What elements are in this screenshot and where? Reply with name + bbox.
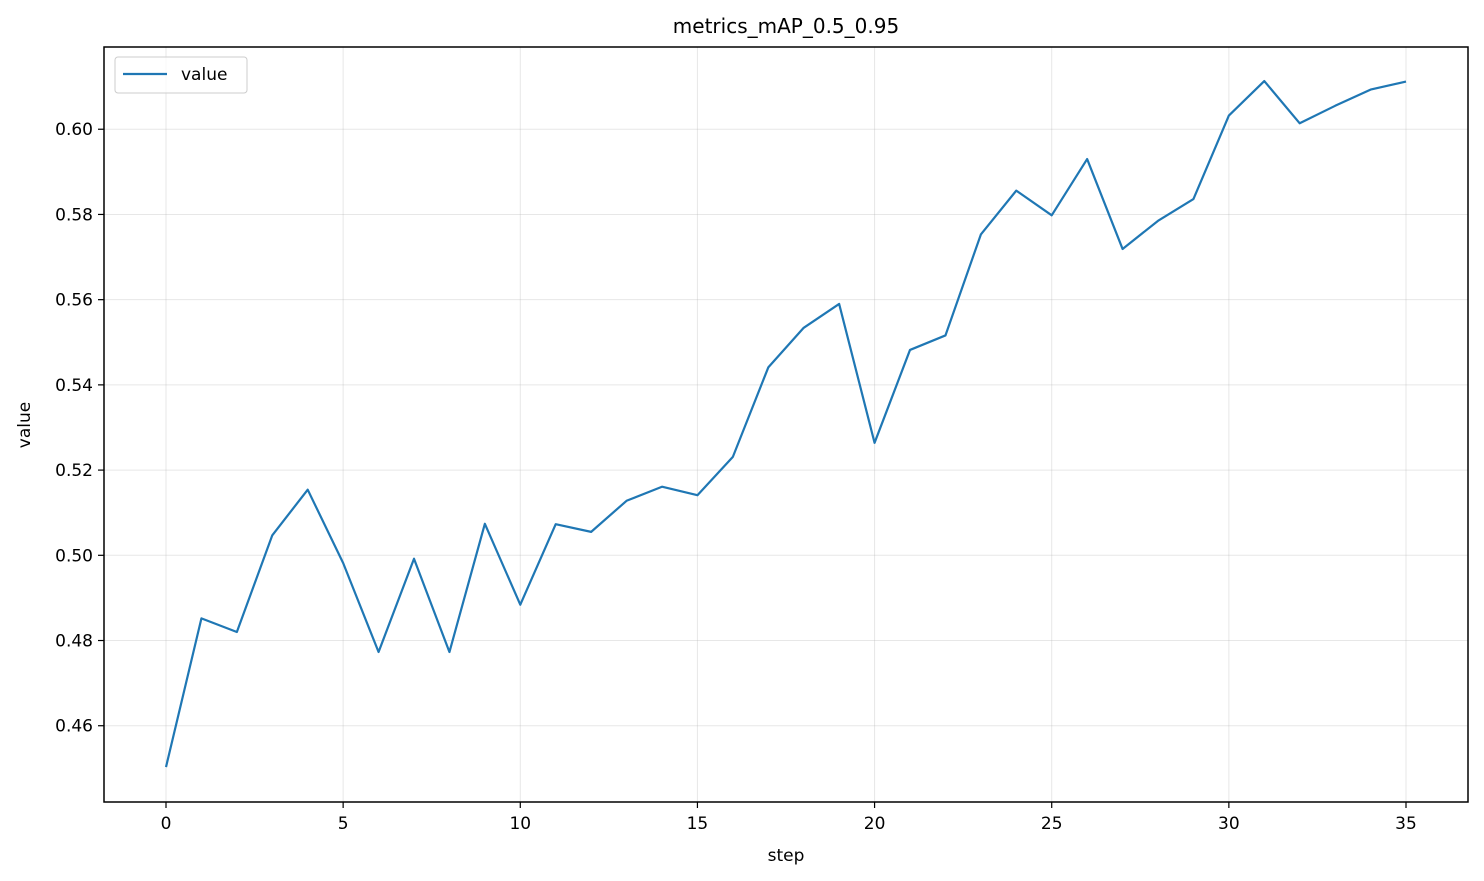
data-point[interactable] xyxy=(1226,113,1232,119)
data-point[interactable] xyxy=(269,532,275,538)
data-point[interactable] xyxy=(978,231,984,237)
data-point[interactable] xyxy=(482,521,488,527)
plot-frame xyxy=(103,46,1469,803)
data-point[interactable] xyxy=(376,649,382,655)
y-tick-label: 0.48 xyxy=(55,632,93,652)
data-point[interactable] xyxy=(163,764,169,770)
legend[interactable]: value xyxy=(114,56,248,94)
data-point[interactable] xyxy=(836,301,842,307)
data-point[interactable] xyxy=(624,498,630,504)
x-tick-label: 15 xyxy=(687,814,709,834)
data-point[interactable] xyxy=(801,325,807,331)
data-point[interactable] xyxy=(907,347,913,353)
data-point[interactable] xyxy=(1155,218,1161,224)
chart-title: metrics_mAP_0.5_0.95 xyxy=(673,14,899,38)
data-point[interactable] xyxy=(1190,196,1196,202)
x-tick-label: 35 xyxy=(1395,814,1417,834)
data-point[interactable] xyxy=(517,602,523,608)
x-tick-label: 10 xyxy=(509,814,531,834)
x-tick-label: 25 xyxy=(1041,814,1063,834)
plot-series xyxy=(163,78,1409,770)
data-point[interactable] xyxy=(694,492,700,498)
data-point[interactable] xyxy=(659,484,665,490)
data-point[interactable] xyxy=(872,440,878,446)
y-tick-label: 0.56 xyxy=(55,291,93,311)
grid xyxy=(104,47,1468,802)
y-axis-label: value xyxy=(15,402,35,448)
data-point[interactable] xyxy=(765,364,771,370)
data-point[interactable] xyxy=(1297,120,1303,126)
data-point[interactable] xyxy=(730,454,736,460)
data-point[interactable] xyxy=(234,629,240,635)
data-point[interactable] xyxy=(305,487,311,493)
legend-label: value xyxy=(181,65,227,85)
data-point[interactable] xyxy=(340,560,346,566)
data-point[interactable] xyxy=(1120,246,1126,252)
data-point[interactable] xyxy=(1084,156,1090,162)
x-tick-label: 30 xyxy=(1218,814,1240,834)
y-tick-label: 0.58 xyxy=(55,205,93,225)
x-axis-label: step xyxy=(768,846,805,866)
y-tick-label: 0.54 xyxy=(55,376,93,396)
series-line-value xyxy=(164,79,1407,768)
x-tick-label: 5 xyxy=(338,814,349,834)
data-point[interactable] xyxy=(942,332,948,338)
y-tick-label: 0.52 xyxy=(55,461,93,481)
data-point[interactable] xyxy=(1368,87,1374,93)
data-point[interactable] xyxy=(1049,212,1055,218)
y-axis: 0.46 0.48 0.50 0.52 0.54 0.56 0.58 0.60 xyxy=(55,120,104,737)
data-point[interactable] xyxy=(588,529,594,535)
data-point[interactable] xyxy=(198,615,204,621)
y-tick-label: 0.60 xyxy=(55,120,93,140)
data-point[interactable] xyxy=(411,556,417,562)
x-tick-label: 20 xyxy=(864,814,886,834)
data-point[interactable] xyxy=(1261,78,1267,84)
x-axis: 0 5 10 15 20 25 30 35 xyxy=(161,802,1417,834)
data-point[interactable] xyxy=(446,649,452,655)
data-point[interactable] xyxy=(1332,103,1338,109)
data-point[interactable] xyxy=(1403,79,1409,85)
data-point[interactable] xyxy=(1013,188,1019,194)
legend-box xyxy=(114,56,248,94)
x-tick-label: 0 xyxy=(161,814,172,834)
y-tick-label: 0.50 xyxy=(55,546,93,566)
data-point[interactable] xyxy=(553,521,559,527)
y-tick-label: 0.46 xyxy=(55,717,93,737)
